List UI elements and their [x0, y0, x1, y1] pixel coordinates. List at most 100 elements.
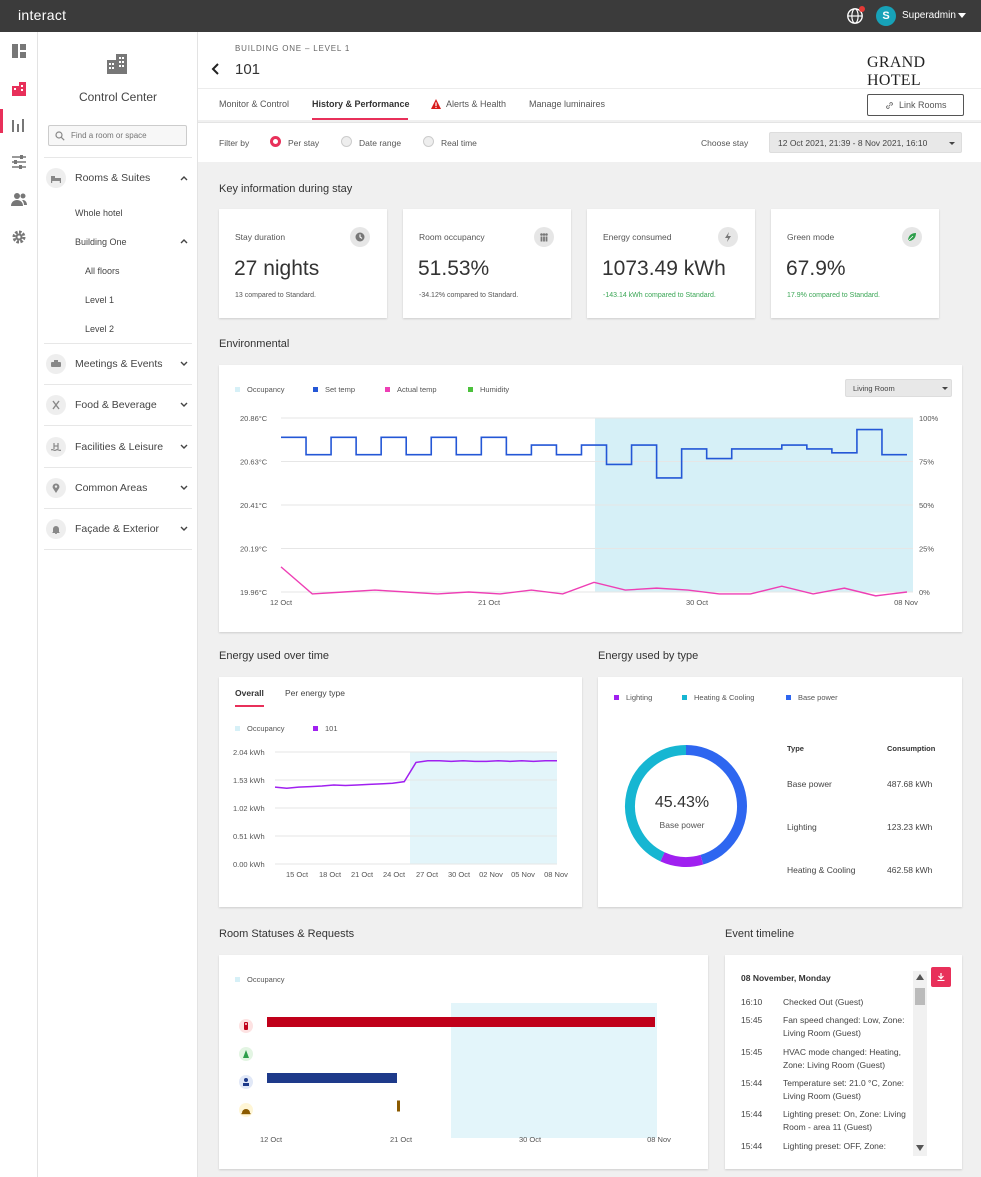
radio-per-stay[interactable] — [270, 136, 281, 147]
scrollbar[interactable] — [913, 971, 927, 1156]
legend-occupancy[interactable]: Occupancy — [235, 975, 285, 984]
user-name[interactable]: Superadmin — [902, 10, 956, 21]
page-header: BUILDING ONE – LEVEL 1 101 GRAND HOTEL M… — [198, 32, 981, 120]
sidebar-item-level-2[interactable]: Level 2 — [85, 324, 115, 334]
chevron-down-icon — [942, 387, 948, 390]
kpi-note: -143.14 kWh compared to Standard. — [603, 292, 716, 299]
kpi-label: Energy consumed — [603, 232, 672, 242]
download-button[interactable] — [931, 967, 951, 987]
sliders-icon[interactable] — [10, 153, 28, 171]
kpi-note: -34.12% compared to Standard. — [419, 292, 519, 299]
table-header-type: Type — [787, 744, 804, 753]
event-time: 15:44 — [741, 1109, 763, 1119]
stay-select-value: 12 Oct 2021, 21:39 - 8 Nov 2021, 16:10 — [778, 138, 928, 148]
clock-icon — [350, 227, 370, 247]
legend-swatch — [313, 726, 318, 731]
back-arrow-icon[interactable] — [210, 62, 222, 76]
chevron-down-icon[interactable] — [180, 526, 188, 532]
chevron-down-icon[interactable] — [180, 485, 188, 491]
kpi-card-green-mode: Green mode 67.9% 17.9% compared to Stand… — [771, 209, 939, 318]
gear-icon[interactable] — [10, 228, 28, 246]
legend-room-101[interactable]: 101 — [313, 724, 338, 733]
active-tab-indicator — [235, 705, 264, 707]
option-per-stay[interactable]: Per stay — [288, 138, 320, 148]
building-icon[interactable] — [10, 80, 28, 98]
sidebar-item-facade-exterior[interactable]: Façade & Exterior — [44, 517, 192, 541]
pool-icon — [46, 437, 66, 457]
legend-occupancy[interactable]: Occupancy — [235, 724, 285, 733]
sidebar-item-common-areas[interactable]: Common Areas — [44, 476, 192, 500]
x-tick-label: 15 Oct — [286, 870, 309, 879]
people-icon — [534, 227, 554, 247]
bar-chart-icon[interactable] — [10, 116, 28, 134]
legend-actual-temp[interactable]: Actual temp — [385, 385, 437, 394]
legend-heating-cooling[interactable]: Heating & Cooling — [682, 693, 754, 702]
chevron-down-icon[interactable] — [180, 444, 188, 450]
scroll-up-icon[interactable] — [916, 974, 924, 980]
avatar[interactable]: S — [876, 6, 896, 26]
environmental-chart: 20.86°C 100% 20.63°C 75% 20.41°C 50% 20.19°C 25… — [240, 414, 939, 607]
tab-alerts-health[interactable]: Alerts & Health — [446, 99, 507, 109]
tab-per-energy-type[interactable]: Per energy type — [285, 688, 346, 698]
event-text: Fan speed changed: Low, Zone: Living Roo… — [783, 1015, 905, 1038]
scrollbar-thumb[interactable] — [915, 988, 925, 1005]
event-timeline-card: 08 November, Monday 16:10 Checked Out (Gu… — [725, 955, 962, 1169]
event-time: 15:44 — [741, 1078, 763, 1088]
sidebar-item-building-one[interactable]: Building One — [75, 237, 127, 247]
chevron-up-icon[interactable] — [180, 238, 188, 244]
status-bar — [267, 1017, 655, 1027]
sidebar-item-level-1[interactable]: Level 1 — [85, 295, 115, 305]
zone-select[interactable]: Living Room — [845, 379, 952, 397]
scroll-down-icon[interactable] — [916, 1145, 924, 1151]
search-icon — [55, 131, 65, 141]
chevron-down-icon[interactable] — [180, 402, 188, 408]
bed-icon — [46, 168, 66, 188]
download-icon — [937, 973, 945, 981]
radio-real-time[interactable] — [423, 136, 434, 147]
stay-select[interactable]: 12 Oct 2021, 21:39 - 8 Nov 2021, 16:10 — [769, 132, 962, 153]
dashboard-icon[interactable] — [10, 42, 28, 60]
legend-set-temp[interactable]: Set temp — [313, 385, 355, 394]
tab-manage-luminaires[interactable]: Manage luminaires — [529, 99, 606, 109]
status-bar — [267, 1073, 397, 1083]
link-rooms-button[interactable]: Link Rooms — [867, 94, 964, 116]
meeting-icon — [46, 354, 66, 374]
sidebar-item-facilities-leisure[interactable]: Facilities & Leisure — [44, 435, 192, 459]
lightning-icon — [718, 227, 738, 247]
set-temp-line — [281, 428, 907, 479]
search-box[interactable] — [48, 125, 187, 146]
chevron-up-icon[interactable] — [180, 175, 188, 181]
x-tick-label: 30 Oct — [686, 598, 709, 607]
divider — [44, 425, 192, 426]
radio-date-range[interactable] — [341, 136, 352, 147]
page-title: 101 — [235, 61, 261, 78]
icon-rail — [0, 32, 38, 1177]
tab-overall[interactable]: Overall — [235, 688, 264, 698]
chevron-down-icon[interactable] — [958, 13, 966, 18]
chevron-down-icon[interactable] — [180, 361, 188, 367]
option-date-range[interactable]: Date range — [359, 138, 402, 148]
users-icon[interactable] — [10, 190, 28, 208]
legend-humidity[interactable]: Humidity — [468, 385, 509, 394]
app-brand[interactable]: interact — [18, 7, 67, 23]
legend-lighting[interactable]: Lighting — [614, 693, 652, 702]
guest-request-icon — [239, 1075, 253, 1089]
kpi-value: 1073.49 kWh — [602, 257, 726, 280]
legend-occupancy[interactable]: Occupancy — [235, 385, 285, 394]
notification-dot — [859, 6, 865, 12]
option-real-time[interactable]: Real time — [441, 138, 477, 148]
sidebar-item-all-floors[interactable]: All floors — [85, 266, 120, 276]
event-text: Lighting preset: On, Zone: Living Room -… — [783, 1109, 906, 1132]
sidebar-item-whole-hotel[interactable]: Whole hotel — [75, 208, 123, 218]
sidebar-item-meetings-events[interactable]: Meetings & Events — [44, 352, 192, 376]
kpi-label: Stay duration — [235, 232, 286, 242]
tab-monitor-control[interactable]: Monitor & Control — [219, 99, 290, 109]
tab-history-performance[interactable]: History & Performance — [312, 99, 410, 109]
search-input[interactable] — [71, 128, 183, 143]
sidebar-item-rooms-suites[interactable]: Rooms & Suites — [44, 166, 192, 190]
kpi-value: 51.53% — [418, 257, 490, 280]
legend-base-power[interactable]: Base power — [786, 693, 838, 702]
sidebar-item-food-beverage[interactable]: Food & Beverage — [44, 393, 192, 417]
globe-icon[interactable] — [846, 7, 864, 25]
y-tick-label: 20.19°C — [240, 545, 268, 554]
